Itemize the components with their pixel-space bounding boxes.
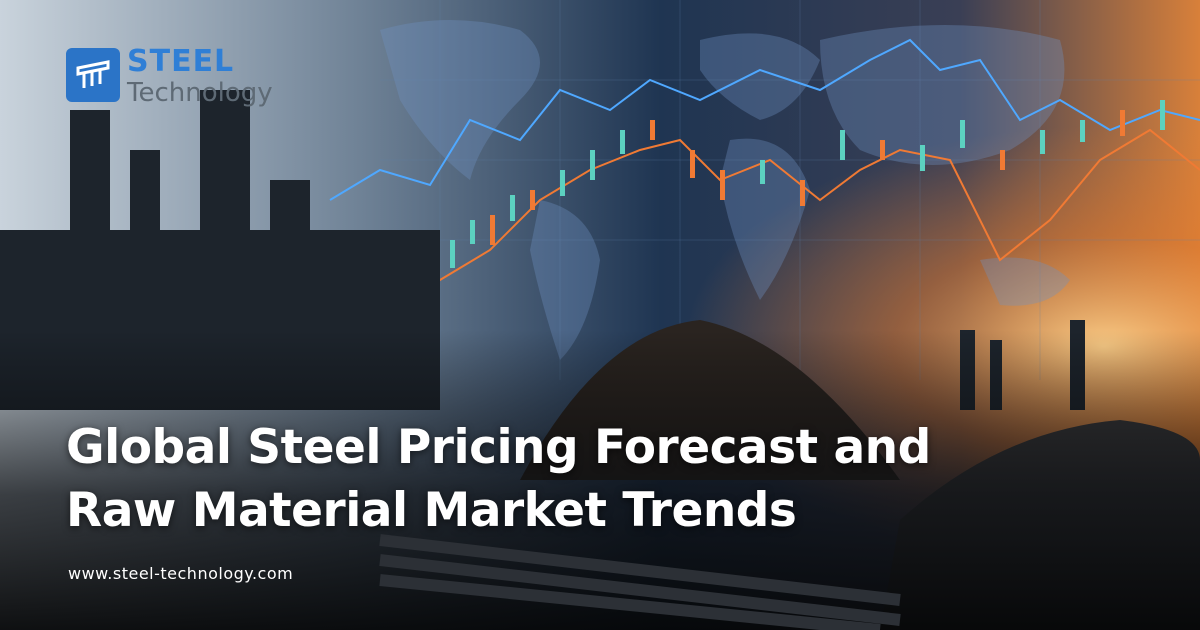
- trend-line-blue: [329, 38, 1200, 201]
- world-map: [380, 20, 1070, 360]
- headline-line: Raw Material Market Trends: [66, 483, 797, 538]
- rebar-bundle: [379, 534, 901, 630]
- website-url: www.steel-technology.com: [68, 564, 294, 583]
- logo-icon: [66, 48, 120, 102]
- logo-brand: STEEL: [127, 44, 235, 79]
- logo-tagline: Technology: [127, 78, 273, 108]
- logo-glyph: [76, 60, 110, 88]
- headline-line: Global Steel Pricing Forecast and: [66, 420, 931, 475]
- headline: Global Steel Pricing Forecast and Raw Ma…: [66, 416, 931, 542]
